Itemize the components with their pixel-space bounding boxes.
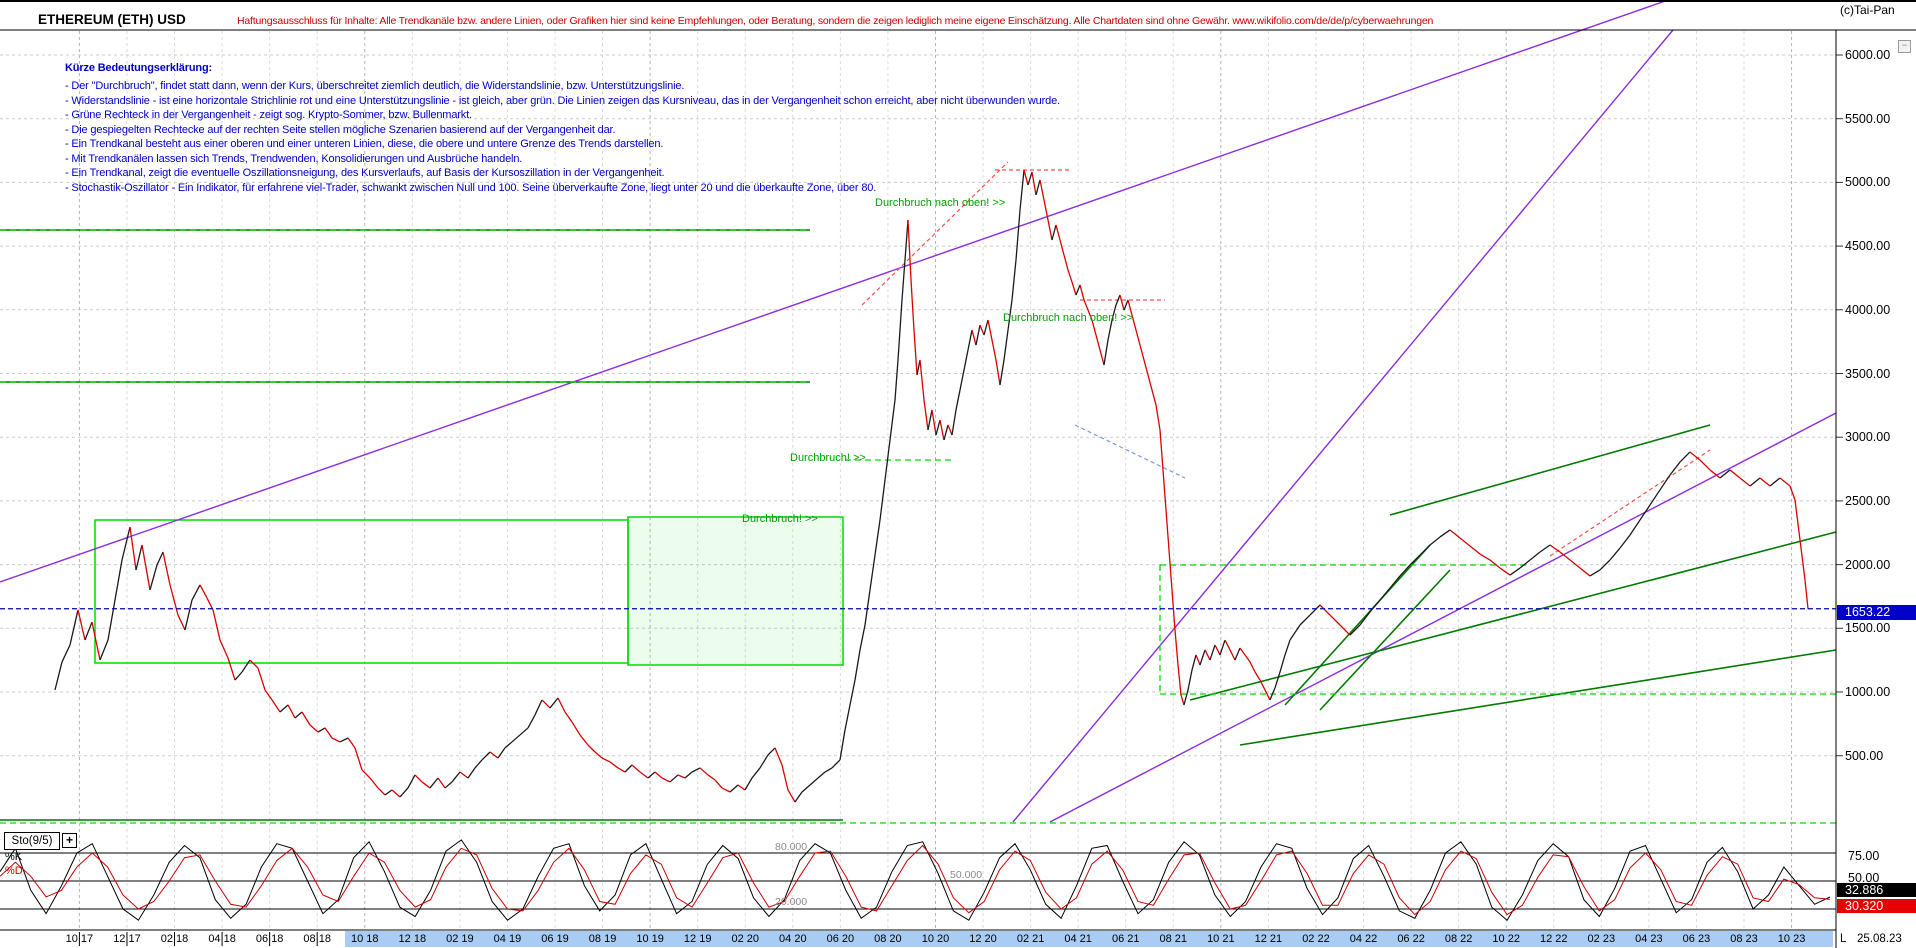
stochastic-indicator-label[interactable]: Sto(9/5) (4, 832, 60, 850)
last-date-label: 25.08.23 (1857, 933, 1902, 945)
date-axis-label: 06 21 (1111, 933, 1140, 945)
date-axis-label: 10 18 (350, 933, 379, 945)
last-bar-marker: L (1840, 933, 1847, 945)
date-axis-label: 12 20 (969, 933, 997, 945)
date-axis-label: 08 21 (1159, 933, 1188, 945)
date-axis-label: 02 21 (1016, 933, 1045, 945)
date-axis-label: 08 23 (1730, 933, 1758, 945)
oscillator-level-label: 20.000 (775, 896, 808, 908)
price-axis-label: 3000.00 (1845, 430, 1891, 445)
date-axis-label: 12 19 (683, 933, 712, 945)
legend-line: - Der "Durchbruch", findet statt dann, w… (65, 80, 685, 92)
legend-line: - Ein Trendkanal, zeigt die eventuelle O… (65, 167, 665, 179)
price-axis-label: 5000.00 (1845, 175, 1891, 190)
date-axis-label: 06 23 (1682, 933, 1711, 945)
date-axis-label: 10 22 (1492, 933, 1520, 945)
date-axis-label: 04 21 (1064, 933, 1092, 945)
date-axis-label: 04 23 (1635, 933, 1663, 945)
date-axis-label: 02 23 (1587, 933, 1616, 945)
date-axis-label: 08 22 (1444, 933, 1473, 945)
oscillator-level-label: 80.000 (775, 841, 808, 853)
price-axis-label: 2000.00 (1845, 557, 1891, 572)
date-axis-label: 08 19 (588, 933, 617, 945)
date-axis-label: 06 18 (255, 933, 284, 945)
date-axis-label: 10 23 (1777, 933, 1806, 945)
date-axis-label: 10 20 (921, 933, 950, 945)
date-axis-label: 02 22 (1302, 933, 1330, 945)
date-range-highlight[interactable] (345, 931, 1833, 947)
oscillator-level-label: 50.000 (950, 869, 983, 881)
percent-d-label: %D (5, 865, 23, 877)
price-axis-label: 1500.00 (1845, 621, 1891, 636)
date-axis-label: 02 18 (160, 933, 189, 945)
price-axis-label: 4500.00 (1845, 239, 1891, 254)
date-axis-label: 04 18 (208, 933, 236, 945)
breakout-up-annotation: Durchbruch nach oben! >> (875, 197, 1006, 209)
price-axis-label: 500.00 (1845, 748, 1884, 763)
breakout-annotation: Durchbruch! >> (742, 513, 818, 525)
date-axis-label: 08 18 (303, 933, 331, 945)
add-indicator-button[interactable]: + (62, 833, 77, 848)
date-axis-label: 06 19 (541, 933, 569, 945)
copyright-label: (c)Tai-Pan (1840, 3, 1895, 17)
date-axis-label: 12 22 (1539, 933, 1568, 945)
current-price-badge: 1653.22 (1837, 605, 1916, 621)
date-axis-label: 06 22 (1397, 933, 1425, 945)
oscillator-axis-label: 75.00 (1848, 849, 1880, 863)
date-axis-label: 12 21 (1254, 933, 1283, 945)
price-axis-label: 4000.00 (1845, 302, 1891, 317)
price-axis-label: 5500.00 (1845, 111, 1891, 126)
stochastic-k-value-badge: 32.886 (1837, 883, 1916, 897)
legend-line: - Grüne Rechteck in der Vergangenheit - … (65, 109, 472, 121)
instrument-title: ETHEREUM (ETH) USD (38, 12, 186, 27)
breakout-up-annotation: Durchbruch nach oben! >> (1003, 312, 1134, 324)
price-axis-label: 3500.00 (1845, 366, 1891, 381)
date-axis-label: 08 20 (874, 933, 902, 945)
date-axis-label: 04 20 (779, 933, 807, 945)
price-axis-label: 1000.00 (1845, 685, 1891, 699)
date-axis-label: 10 19 (636, 933, 664, 945)
date-axis-label: 04 22 (1349, 933, 1378, 945)
date-axis-label: 02 20 (731, 933, 759, 945)
date-axis-label: 04 19 (493, 933, 522, 945)
minimize-icon[interactable]: − (1898, 40, 1911, 53)
date-axis-label: 10 17 (65, 933, 94, 945)
date-axis-label: 10 21 (1207, 933, 1235, 945)
date-axis-label: 02 19 (446, 933, 474, 945)
legend-line: - Widerstandslinie - ist eine horizontal… (65, 94, 1060, 107)
date-axis-label: 06 20 (826, 933, 855, 945)
legend-heading: Kürze Bedeutungserklärung: (65, 62, 213, 74)
disclaimer-text: Haftungsausschluss für Inhalte: Alle Tre… (237, 15, 1434, 27)
date-axis-label: 12 17 (113, 933, 141, 945)
price-axis-label: 2500.00 (1845, 493, 1891, 508)
legend-line: - Ein Trendkanal besteht aus einer obere… (65, 138, 664, 150)
legend-line: - Die gespiegelten Rechtecke auf der rec… (65, 123, 616, 136)
legend-line: - Stochastik-Oszillator - Ein Indikator,… (65, 181, 877, 194)
price-axis-label: 6000.00 (1845, 48, 1891, 62)
percent-k-label: %K (5, 851, 23, 863)
breakout-annotation: Durchbruch! >> (790, 452, 866, 464)
date-axis-label: 12 18 (398, 933, 427, 945)
legend-line: - Mit Trendkanälen lassen sich Trends, T… (65, 152, 523, 165)
oscillator-axis-label: 50.00 (1848, 871, 1880, 885)
stochastic-d-value-badge: 30.320 (1837, 899, 1916, 913)
